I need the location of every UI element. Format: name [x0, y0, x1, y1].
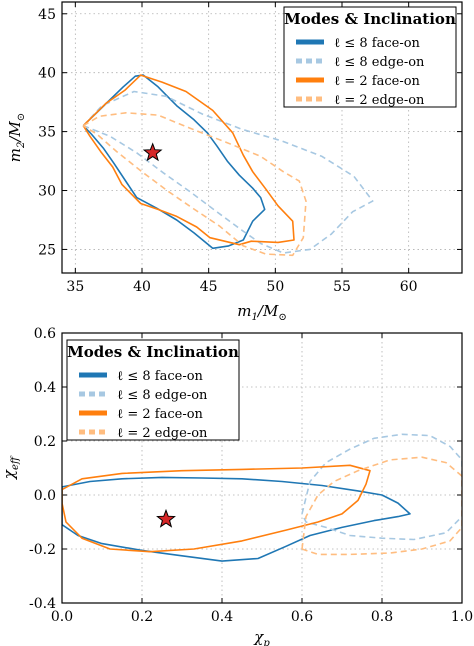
x-tick-label: 0.6	[291, 609, 313, 625]
x-axis-label: χp​	[253, 628, 270, 646]
legend: Modes & Inclination ℓ ≤ 8 face-on ℓ ≤ 8 ed…	[66, 339, 240, 441]
y-tick-label: 0.0	[34, 488, 56, 504]
injection-star-marker	[156, 508, 176, 528]
series-line-1	[301, 433, 462, 541]
legend-entry-label: ℓ = 2 face-on	[334, 74, 421, 89]
legend-entry-label: ℓ = 2 edge-on	[117, 426, 208, 441]
chart-panel-top: 35 40 45 50 55 60 25 30 35 40 45 m1​/M⊙​ m2​/M⊙​ Mode…	[6, 1, 463, 323]
y-tick-label: 45	[38, 7, 56, 23]
legend-entry-label: ℓ ≤ 8 face-on	[117, 369, 204, 384]
x-tick-label: 55	[333, 279, 351, 295]
injection-star-marker	[142, 142, 163, 162]
y-tick-label: -0.4	[29, 596, 56, 612]
x-tick-label: 40	[133, 279, 151, 295]
axes-frame	[61, 1, 463, 274]
series-line-3	[82, 112, 307, 257]
series-line-3	[301, 456, 462, 556]
axes-frame	[61, 332, 463, 604]
x-tick-label: 0.4	[211, 609, 233, 625]
y-tick-label: 25	[38, 242, 56, 258]
chart-panel-bottom: 0.0 0.2 0.4 0.6 0.8 1.0 -0.4 -0.2 0.0 0.2 0.4 0.6 χp…	[0, 326, 473, 646]
x-tick-label: 1.0	[451, 609, 473, 625]
legend-entry-label: ℓ = 2 edge-on	[334, 93, 425, 108]
y-axis-label: m2​/M⊙​	[6, 113, 27, 162]
x-axis-label: m1​/M⊙​	[237, 302, 286, 323]
legend-entry-label: ℓ ≤ 8 edge-on	[117, 388, 208, 403]
y-tick-label: 30	[38, 184, 56, 200]
y-tick-label: 0.6	[34, 326, 56, 342]
x-tick-label: 35	[66, 279, 84, 295]
legend-title: Modes & Inclination	[67, 343, 239, 361]
y-tick-label: 35	[38, 125, 56, 141]
series-line-2	[62, 464, 371, 553]
x-tick-label: 60	[400, 279, 418, 295]
y-tick-label: 40	[38, 66, 56, 82]
legend-box	[283, 6, 457, 108]
y-tick-label: 0.2	[34, 434, 56, 450]
x-tick-label: 0.8	[371, 609, 393, 625]
y-axis-label: χeff​	[0, 455, 21, 480]
x-tick-label: 50	[266, 279, 284, 295]
legend: Modes & Inclination ℓ ≤ 8 face-on ℓ ≤ 8 ed…	[283, 6, 457, 108]
y-tick-label: 0.4	[34, 380, 56, 396]
legend-title: Modes & Inclination	[284, 10, 456, 28]
legend-entry-label: ℓ ≤ 8 face-on	[334, 36, 421, 51]
series-line-2	[82, 74, 295, 246]
y-tick-label: -0.2	[29, 542, 56, 558]
legend-entry-label: ℓ ≤ 8 edge-on	[334, 55, 425, 70]
legend-box	[66, 339, 240, 441]
x-tick-label: 45	[200, 279, 218, 295]
series-line-0	[82, 74, 266, 250]
legend-entry-label: ℓ = 2 face-on	[117, 407, 204, 422]
x-tick-label: 0.0	[51, 609, 73, 625]
series-line-1	[82, 90, 374, 254]
x-tick-label: 0.2	[131, 609, 153, 625]
